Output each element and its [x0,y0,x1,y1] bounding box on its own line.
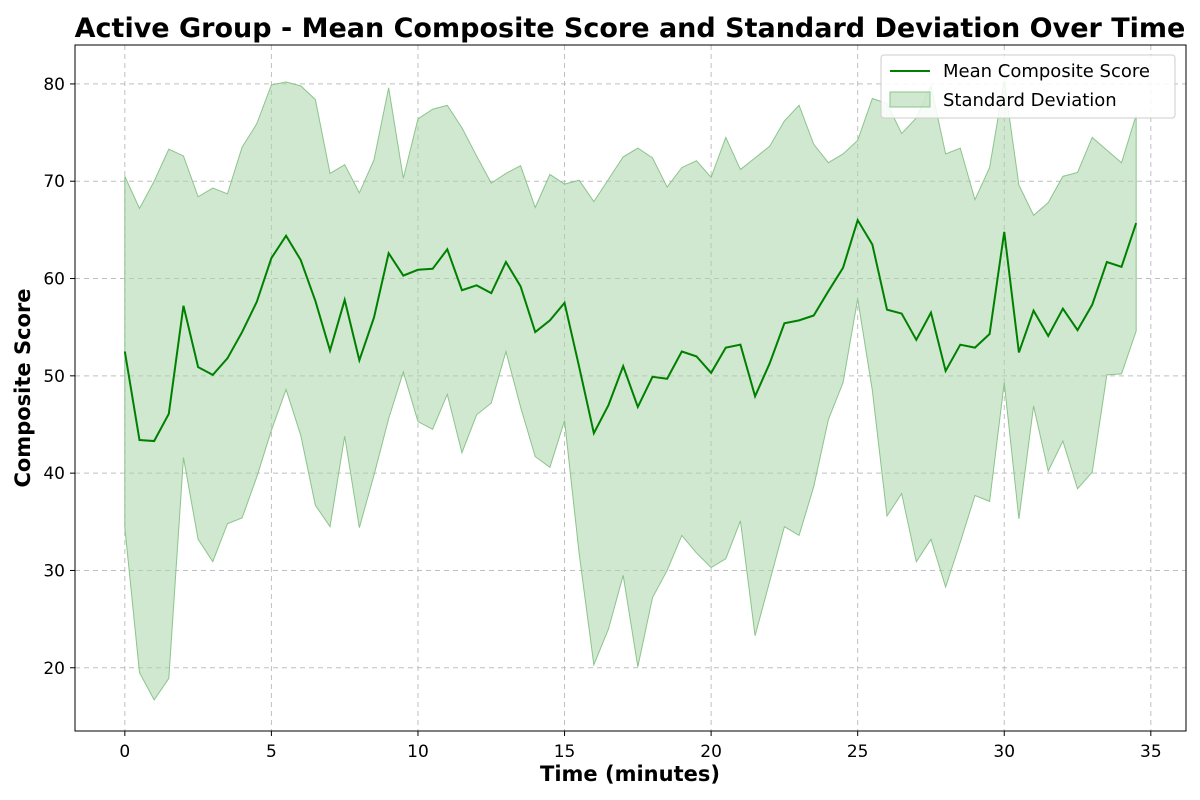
chart-title: Active Group - Mean Composite Score and … [75,13,1186,44]
x-tick-label: 5 [266,742,277,762]
y-tick-label: 80 [43,75,65,95]
y-tick-label: 40 [43,464,65,484]
y-axis-ticks: 20 30 40 50 60 70 80 [43,75,75,679]
legend: Mean Composite Score Standard Deviation [880,54,1176,119]
std-dev-band [124,80,1137,701]
y-tick-label: 30 [43,561,65,581]
x-tick-label: 20 [700,742,722,762]
x-tick-label: 10 [407,742,429,762]
y-tick-label: 50 [43,367,65,387]
legend-label-std: Standard Deviation [943,90,1117,111]
y-tick-label: 60 [43,270,65,290]
plot-frame [74,44,1187,732]
y-tick-label: 70 [43,172,65,192]
x-tick-label: 15 [554,742,576,762]
x-tick-label: 0 [119,742,130,762]
mean-line [123,217,1138,443]
x-axis-ticks: 0 5 10 15 20 25 30 35 [119,731,1162,762]
x-tick-label: 25 [847,742,869,762]
legend-label-mean: Mean Composite Score [943,61,1150,82]
y-tick-label: 20 [43,659,65,679]
y-axis-label: Composite Score [11,288,35,487]
legend-box [880,54,1176,119]
plot-area [74,44,1187,732]
legend-band-swatch [889,91,931,108]
x-tick-label: 30 [993,742,1015,762]
x-axis-label: Time (minutes) [540,762,720,786]
x-tick-label: 35 [1140,742,1162,762]
